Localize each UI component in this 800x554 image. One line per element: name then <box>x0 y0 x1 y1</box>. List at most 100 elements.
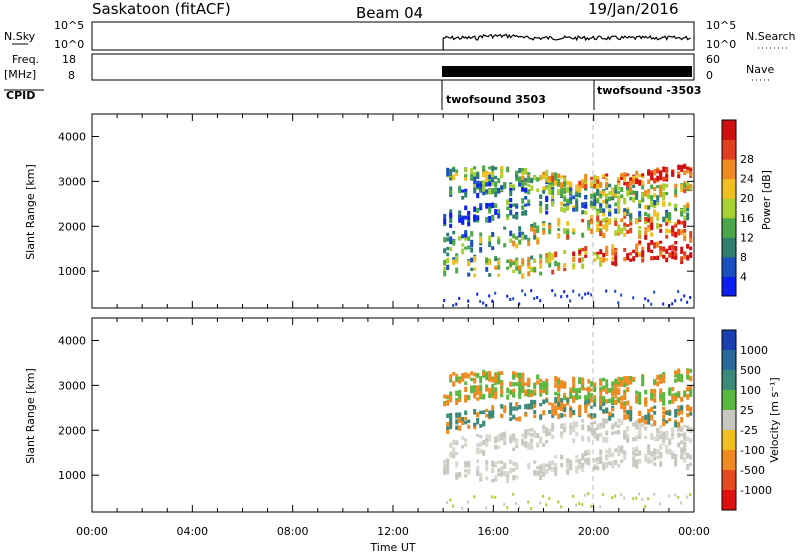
heatmap-cell <box>485 182 489 187</box>
heatmap-cell <box>686 375 690 380</box>
heatmap-cell <box>602 224 606 230</box>
heatmap-cell <box>575 458 579 464</box>
heatmap-cell <box>551 200 555 207</box>
heatmap-cell <box>512 184 516 188</box>
heatmap-cell <box>476 292 479 296</box>
x-tick-label: 00:00 <box>76 525 108 538</box>
heatmap-cell <box>527 183 531 187</box>
heatmap-cell <box>515 177 519 182</box>
heatmap-cell <box>587 291 590 295</box>
heatmap-cell <box>485 176 489 182</box>
heatmap-cell <box>686 169 690 174</box>
heatmap-cell <box>560 186 564 192</box>
heatmap-cell <box>548 464 552 470</box>
heatmap-cell <box>644 505 647 508</box>
heatmap-cell <box>452 504 455 508</box>
heatmap-cell <box>479 472 483 479</box>
heatmap-cell <box>608 461 612 466</box>
heatmap-cell <box>617 205 621 211</box>
heatmap-cell <box>683 220 687 227</box>
heatmap-cell <box>512 433 516 439</box>
heatmap-cell <box>680 256 684 262</box>
heatmap-cell <box>647 224 651 229</box>
heatmap-cell <box>653 436 657 441</box>
heatmap-cell <box>467 373 471 379</box>
heatmap-cell <box>512 461 516 467</box>
heatmap-cell <box>656 381 660 387</box>
heatmap-cell <box>587 227 591 231</box>
heatmap-cell <box>686 212 690 216</box>
heatmap-cell <box>545 468 549 475</box>
heatmap-cell <box>503 182 507 186</box>
heatmap-cell <box>605 258 609 262</box>
heatmap-cell <box>512 371 516 377</box>
heatmap-cell <box>551 193 555 200</box>
heatmap-cell <box>590 426 594 433</box>
heatmap-cell <box>455 414 459 419</box>
heatmap-cell <box>566 458 570 463</box>
heatmap-cell <box>488 273 492 277</box>
heatmap-cell <box>596 188 600 195</box>
heatmap-cell <box>527 445 531 450</box>
heatmap-cell <box>536 380 540 385</box>
heatmap-cell <box>614 202 618 207</box>
heatmap-cell <box>632 497 635 501</box>
heatmap-cell <box>482 185 486 192</box>
heatmap-cell <box>578 182 582 188</box>
heatmap-cell <box>617 227 621 232</box>
heatmap-cell <box>596 466 600 471</box>
heatmap-cell <box>632 249 636 254</box>
heatmap-cell <box>647 213 651 219</box>
heatmap-cell <box>686 244 690 248</box>
heatmap-cell <box>536 433 540 439</box>
heatmap-cell <box>545 399 549 403</box>
heatmap-cell <box>512 214 516 219</box>
heatmap-cell <box>683 294 686 298</box>
heatmap-cell <box>476 172 480 178</box>
heatmap-cell <box>560 295 563 299</box>
heatmap-cell <box>647 171 651 175</box>
heatmap-cell <box>515 257 519 263</box>
heatmap-cell <box>563 228 567 235</box>
heatmap-cell <box>476 184 480 188</box>
heatmap-cell <box>506 473 510 480</box>
heatmap-cell <box>623 197 627 203</box>
heatmap-cell <box>653 462 657 467</box>
heatmap-cell <box>662 400 666 406</box>
heatmap-cell <box>620 173 624 178</box>
heatmap-cell <box>521 374 525 379</box>
heatmap-cell <box>494 175 498 180</box>
heatmap-cell <box>680 221 684 225</box>
heatmap-cell <box>446 428 450 435</box>
heatmap-cell <box>686 425 690 432</box>
heatmap-cell <box>467 260 471 267</box>
heatmap-cell <box>635 192 639 198</box>
power-ylabel: Slant Range [km] <box>24 164 37 260</box>
heatmap-cell <box>614 391 618 396</box>
heatmap-cell <box>449 397 453 403</box>
heatmap-cell <box>518 392 522 398</box>
heatmap-cell <box>650 458 654 464</box>
heatmap-cell <box>458 296 461 300</box>
heatmap-cell <box>539 501 542 505</box>
heatmap-cell <box>653 209 657 214</box>
heatmap-cell <box>518 416 522 422</box>
heatmap-cell <box>677 376 681 381</box>
heatmap-cell <box>671 398 675 404</box>
heatmap-cell <box>596 228 600 232</box>
colorbar-tick-label: -25 <box>740 424 758 437</box>
heatmap-cell <box>635 170 639 176</box>
heatmap-cell <box>626 192 630 197</box>
heatmap-cell <box>488 387 492 394</box>
heatmap-cell <box>446 167 450 173</box>
heatmap-cell <box>617 430 621 435</box>
heatmap-cell <box>554 176 558 181</box>
heatmap-cell <box>560 175 564 179</box>
heatmap-cell <box>626 375 630 381</box>
heatmap-cell <box>689 168 693 172</box>
heatmap-cell <box>443 270 447 277</box>
heatmap-cell <box>584 458 588 462</box>
heatmap-cell <box>596 423 600 428</box>
